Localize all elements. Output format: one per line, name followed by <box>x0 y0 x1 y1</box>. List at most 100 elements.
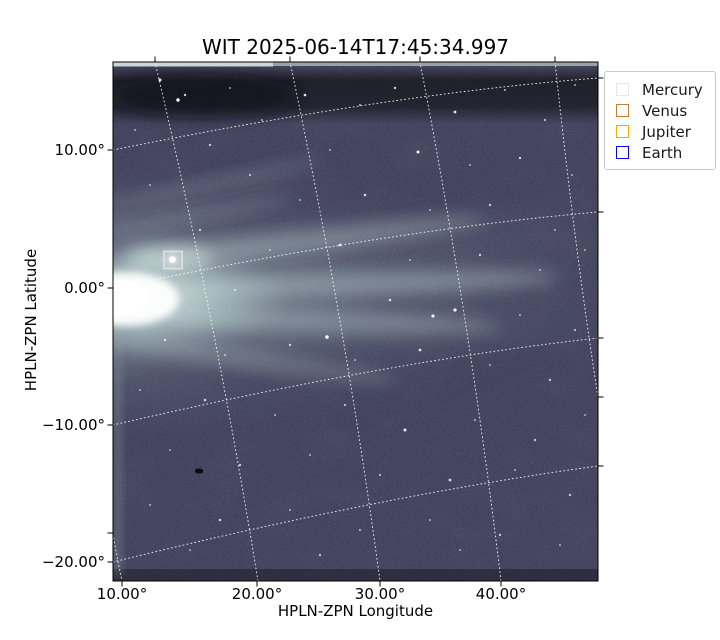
legend-label: Jupiter <box>642 122 691 141</box>
star <box>403 428 407 432</box>
star <box>469 164 471 166</box>
legend-swatch-icon <box>616 83 629 96</box>
x-tick-label: 10.00° <box>96 585 148 603</box>
sky-image[interactable] <box>113 62 598 581</box>
legend-swatch-icon <box>616 104 629 117</box>
legend-label: Earth <box>642 143 683 162</box>
star <box>233 288 237 292</box>
star <box>416 150 420 154</box>
star <box>489 364 491 366</box>
legend-swatch-icon <box>616 146 629 159</box>
star <box>289 509 291 511</box>
star <box>568 493 572 497</box>
y-tick-label: −20.00° <box>41 553 105 571</box>
star <box>224 354 226 356</box>
star <box>363 193 367 197</box>
y-tick-label: 0.00° <box>64 279 105 297</box>
star <box>418 348 422 352</box>
x-tick-label: 20.00° <box>231 585 283 603</box>
bottom-strip <box>113 569 598 581</box>
star <box>571 174 573 176</box>
star <box>149 184 151 186</box>
star <box>429 209 431 211</box>
star <box>248 173 252 177</box>
star <box>474 419 476 421</box>
star <box>584 414 586 416</box>
star <box>208 143 212 147</box>
star <box>169 449 171 451</box>
star <box>498 533 502 537</box>
star <box>198 228 202 232</box>
star <box>203 398 207 402</box>
star <box>514 469 516 471</box>
star <box>459 549 461 551</box>
legend-label: Mercury <box>642 80 703 99</box>
star <box>358 528 362 532</box>
star <box>543 118 547 122</box>
star <box>183 93 187 97</box>
star <box>393 86 397 90</box>
mercury-dot <box>169 256 176 263</box>
star <box>354 359 356 361</box>
star <box>548 378 552 382</box>
star <box>573 328 577 332</box>
dark-speck <box>194 468 204 474</box>
y-tick-label: −10.00° <box>41 416 105 434</box>
star <box>149 504 151 506</box>
star <box>176 98 180 102</box>
star <box>559 544 561 546</box>
star <box>388 298 392 302</box>
legend-item-earth[interactable]: Earth <box>613 142 707 163</box>
star <box>269 249 271 251</box>
star <box>274 414 276 416</box>
star <box>318 553 322 557</box>
star <box>343 403 347 407</box>
legend-item-venus[interactable]: Venus <box>613 100 707 121</box>
x-tick-label: 30.00° <box>354 585 406 603</box>
star <box>453 308 457 312</box>
star <box>409 259 411 261</box>
plot-title: WIT 2025-06-14T17:45:34.997 <box>201 35 510 59</box>
star <box>554 229 556 231</box>
star <box>359 104 361 106</box>
star <box>325 335 329 339</box>
legend[interactable]: Mercury Venus Jupiter Earth <box>604 71 716 170</box>
legend-item-mercury[interactable]: Mercury <box>613 79 707 100</box>
star <box>218 518 222 522</box>
star <box>574 84 576 86</box>
star <box>478 253 482 257</box>
star <box>139 389 141 391</box>
star <box>519 314 521 316</box>
star <box>288 343 292 347</box>
star <box>189 549 191 551</box>
star <box>163 338 167 342</box>
legend-item-jupiter[interactable]: Jupiter <box>613 121 707 142</box>
star <box>584 249 586 251</box>
star <box>504 89 506 91</box>
star <box>261 119 263 121</box>
legend-swatch-icon <box>616 125 629 138</box>
x-tick-label: 40.00° <box>475 585 527 603</box>
star <box>448 478 452 482</box>
star <box>431 314 435 318</box>
star <box>533 438 537 442</box>
star <box>488 203 492 207</box>
y-axis-label: HPLN-ZPN Latitude <box>22 248 40 392</box>
sky-image-canvas <box>113 62 598 581</box>
y-tick-label: 10.00° <box>54 141 105 159</box>
star <box>429 519 431 521</box>
x-axis-label: HPLN-ZPN Longitude <box>277 602 434 620</box>
star <box>309 454 311 456</box>
star <box>229 87 231 89</box>
star <box>539 269 541 271</box>
star <box>518 156 522 160</box>
star <box>299 199 301 201</box>
star <box>238 463 242 467</box>
star <box>329 149 331 151</box>
legend-label: Venus <box>642 101 688 120</box>
star <box>134 129 136 131</box>
star <box>453 110 457 114</box>
star <box>378 473 382 477</box>
star <box>303 93 307 97</box>
